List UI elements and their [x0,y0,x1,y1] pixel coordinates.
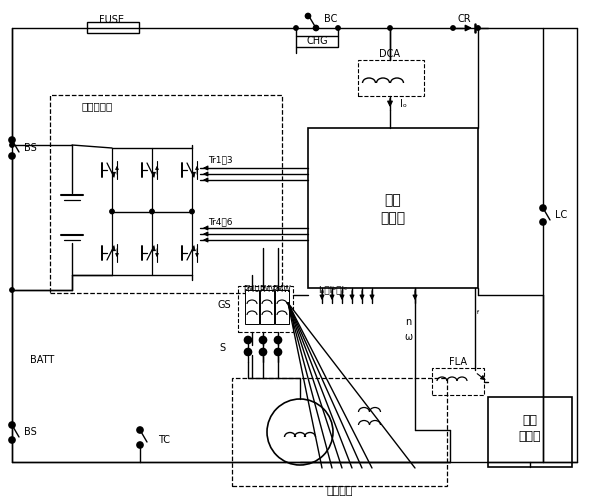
Bar [232,378,447,486]
Text: FLA: FLA [449,357,467,367]
Text: BATT: BATT [30,355,54,365]
Circle shape [110,210,114,214]
Circle shape [244,336,252,344]
Text: Tr4～6: Tr4～6 [208,218,232,226]
Circle shape [451,26,455,30]
Circle shape [305,14,310,18]
Circle shape [294,26,298,30]
Text: PMV: PMV [259,284,275,294]
Text: CHG: CHG [306,36,328,46]
Bar [275,290,289,324]
Text: LC: LC [555,210,567,220]
Bar [432,368,484,395]
Text: DCA: DCA [379,49,401,59]
Bar [50,95,282,293]
Text: BC: BC [324,14,337,24]
Text: Iₒ: Iₒ [400,99,407,109]
Bar [87,22,139,33]
Text: 主发电机: 主发电机 [327,486,353,496]
Text: 牵引逆变器: 牵引逆变器 [82,101,113,111]
Text: CR: CR [458,14,472,24]
Text: n: n [405,317,411,327]
Text: ω: ω [404,332,412,342]
Bar [245,290,259,324]
Text: PMW: PMW [273,284,291,294]
Circle shape [476,26,480,30]
Bar [488,397,572,467]
Bar [260,290,274,324]
Circle shape [9,422,15,428]
Circle shape [10,143,14,147]
Circle shape [9,137,15,143]
Bar [308,128,478,288]
Text: 斩波器: 斩波器 [519,430,541,444]
Circle shape [540,205,546,211]
Text: Iᶠ: Iᶠ [474,310,480,320]
Circle shape [275,348,282,356]
Circle shape [10,288,14,292]
Text: BS: BS [24,427,36,437]
Text: 变频: 变频 [385,193,401,207]
Circle shape [275,336,282,344]
Text: Iₐ、Iᵇ、Iᶜ: Iₐ、Iᵇ、Iᶜ [318,286,348,294]
Text: 励磁: 励磁 [523,414,538,426]
Circle shape [267,399,333,465]
Bar [238,286,293,332]
Circle shape [150,210,154,214]
Circle shape [137,427,143,433]
Circle shape [259,348,266,356]
Text: BS: BS [24,143,36,153]
Circle shape [336,26,340,30]
Text: FUSE: FUSE [99,15,124,25]
Text: GS: GS [217,300,231,310]
Circle shape [9,437,15,443]
Circle shape [190,210,194,214]
Text: TC: TC [158,435,170,445]
Circle shape [9,153,15,159]
Text: 控制器: 控制器 [381,211,406,225]
Circle shape [314,26,318,30]
Text: PMU: PMU [244,284,260,294]
Circle shape [540,219,546,225]
Text: Tr1～3: Tr1～3 [208,156,232,164]
Circle shape [388,26,392,30]
Text: S: S [219,343,225,353]
Bar [296,36,338,47]
Circle shape [137,442,143,448]
Circle shape [259,336,266,344]
Circle shape [244,348,252,356]
Bar [358,60,424,96]
